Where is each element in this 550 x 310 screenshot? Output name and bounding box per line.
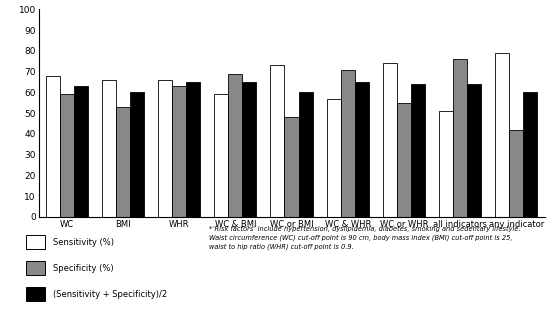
Bar [397,103,411,217]
Bar [284,117,299,217]
Bar [467,84,481,217]
FancyBboxPatch shape [26,235,45,249]
Bar [214,95,228,217]
Bar [340,69,355,217]
Bar [509,130,524,217]
FancyBboxPatch shape [26,287,45,301]
Text: Sensitivity (%): Sensitivity (%) [53,238,114,247]
Bar [74,86,87,217]
Bar [243,82,256,217]
Text: *‘Risk factors’ include hypertension, dyslipidemia, diabetes, smoking and sedent: *‘Risk factors’ include hypertension, dy… [209,226,521,250]
Bar [186,82,200,217]
Text: (Sensitivity + Specificity)/2: (Sensitivity + Specificity)/2 [53,290,167,299]
Bar [299,92,312,217]
Bar [102,80,116,217]
Bar [327,99,340,217]
FancyBboxPatch shape [26,261,45,275]
Bar [116,107,130,217]
Bar [46,76,59,217]
Bar [172,86,186,217]
Bar [496,53,509,217]
Bar [439,111,453,217]
Bar [59,95,74,217]
Bar [383,63,397,217]
Bar [158,80,172,217]
Bar [355,82,369,217]
Bar [130,92,144,217]
Bar [411,84,425,217]
Bar [228,74,243,217]
Bar [524,92,537,217]
Bar [271,65,284,217]
Bar [453,59,467,217]
Text: Specificity (%): Specificity (%) [53,264,113,273]
